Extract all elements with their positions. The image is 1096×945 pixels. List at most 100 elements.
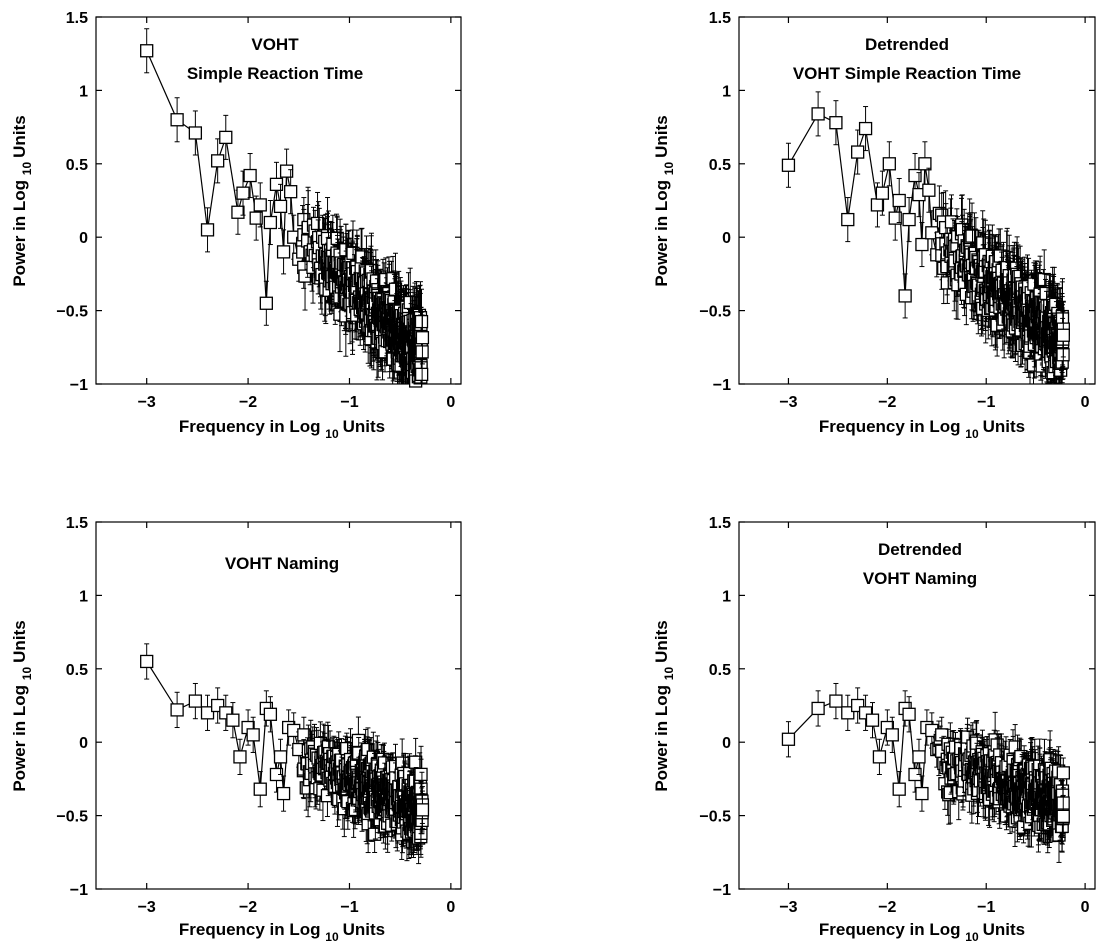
data-point <box>226 713 240 727</box>
y-axis-label-subscript: 10 <box>20 162 34 176</box>
data-point <box>870 198 885 212</box>
y-axis-label-tail: Units <box>10 115 29 158</box>
x-axis-label-main: Frequency in Log <box>819 417 961 436</box>
data-point <box>253 782 267 796</box>
data-point <box>276 245 291 259</box>
data-point <box>781 158 796 172</box>
data-point <box>912 750 926 764</box>
data-point <box>276 786 291 801</box>
data-point <box>885 728 899 742</box>
data-point <box>1056 328 1070 342</box>
x-axis-label-tail: Units <box>343 417 386 436</box>
data-point <box>829 694 843 708</box>
y-tick-label: 0.5 <box>709 157 731 174</box>
x-tick-label: 0 <box>446 394 455 411</box>
data-point <box>284 185 298 199</box>
data-point <box>273 750 288 764</box>
chart-title-line-1: VOHT Naming <box>225 554 339 573</box>
x-tick-label: −1 <box>340 394 358 411</box>
y-axis-label: Power in Log 10Units <box>652 115 676 286</box>
data-point <box>231 205 245 219</box>
data-point <box>246 728 260 742</box>
x-axis-label-subscript: 10 <box>325 427 339 441</box>
data-point <box>219 130 233 145</box>
y-tick-label: 1 <box>79 83 88 100</box>
data-marks <box>140 643 430 865</box>
y-tick-label: 0 <box>79 735 88 752</box>
y-tick-label: 0 <box>722 230 731 247</box>
data-point <box>872 750 887 764</box>
data-point <box>811 701 825 716</box>
data-point <box>892 193 906 208</box>
data-point <box>170 113 184 127</box>
x-tick-label: −3 <box>138 899 156 916</box>
x-axis-label-tail: Units <box>983 417 1026 436</box>
data-point <box>865 713 880 727</box>
data-point <box>892 782 906 796</box>
x-axis-label: Frequency in Log 10 Units <box>179 417 385 441</box>
data-point <box>243 168 257 183</box>
data-point <box>273 199 288 214</box>
x-tick-label: −2 <box>878 394 896 411</box>
panel-voht-naming: −3 −2 −1 0−1−0.500.511.5 VOHT Naming Freque… <box>10 515 462 944</box>
data-point <box>858 121 873 136</box>
data-marks <box>781 91 1070 385</box>
data-point <box>902 707 916 721</box>
data-point <box>211 154 225 168</box>
data-point <box>249 211 263 225</box>
x-tick-label: −1 <box>340 899 358 916</box>
data-point <box>829 116 843 130</box>
data-point <box>279 164 294 178</box>
data-point <box>415 803 430 817</box>
axis-ticks: −3 −2 −1 0−1−0.500.511.5 <box>56 515 461 916</box>
x-tick-label: −3 <box>138 394 156 411</box>
y-tick-label: 0 <box>79 230 88 247</box>
y-axis-label-main: Power in Log <box>10 685 29 792</box>
data-point <box>200 223 215 237</box>
data-point <box>811 107 825 121</box>
y-tick-label: −0.5 <box>56 304 88 321</box>
chart-title-line-1: VOHT <box>251 35 299 54</box>
data-point <box>236 186 250 200</box>
y-tick-label: 1.5 <box>709 10 731 27</box>
y-tick-label: −0.5 <box>699 304 731 321</box>
plot-frame <box>95 16 462 385</box>
x-axis-label-subscript: 10 <box>965 427 979 441</box>
y-tick-label: 0.5 <box>66 662 88 679</box>
y-axis-label-subscript: 10 <box>662 162 676 176</box>
x-tick-label: 0 <box>1081 394 1090 411</box>
y-tick-label: 0.5 <box>66 157 88 174</box>
data-point <box>233 750 247 764</box>
data-point <box>915 786 929 801</box>
data-point <box>882 157 896 171</box>
x-axis-label-tail: Units <box>343 920 386 939</box>
y-tick-label: −1 <box>70 882 88 899</box>
data-point <box>188 126 203 140</box>
y-tick-label: 1.5 <box>66 515 88 532</box>
x-tick-label: −3 <box>779 394 797 411</box>
data-point <box>851 145 865 159</box>
data-marks <box>781 682 1070 863</box>
y-tick-label: 1 <box>79 588 88 605</box>
y-tick-label: −1 <box>70 377 88 394</box>
y-tick-label: 1 <box>722 83 731 100</box>
data-marks <box>140 28 430 388</box>
chart-title-line-2: VOHT Simple Reaction Time <box>793 64 1021 83</box>
data-point <box>902 212 916 227</box>
data-point <box>263 215 278 230</box>
panel-detrended-voht-naming: −3 −2 −1 0−1−0.500.511.5 Detrended VOHT Nam… <box>652 515 1096 944</box>
data-point <box>253 198 267 212</box>
data-point <box>263 707 278 721</box>
y-axis-label-tail: Units <box>10 620 29 663</box>
y-axis-label-tail: Units <box>652 115 671 158</box>
y-axis-label: Power in Log 10Units <box>10 115 34 286</box>
data-point <box>781 732 796 746</box>
chart-title-line-1: Detrended <box>865 35 949 54</box>
data-point <box>415 331 430 345</box>
data-point <box>170 703 184 717</box>
x-axis-label-main: Frequency in Log <box>179 417 321 436</box>
panel-voht-simple-reaction-time: −3 −2 −1 0−1−0.500.511.5 VOHT Simple Reacti… <box>10 10 462 441</box>
y-tick-label: −1 <box>713 377 731 394</box>
y-tick-label: 1.5 <box>66 10 88 27</box>
